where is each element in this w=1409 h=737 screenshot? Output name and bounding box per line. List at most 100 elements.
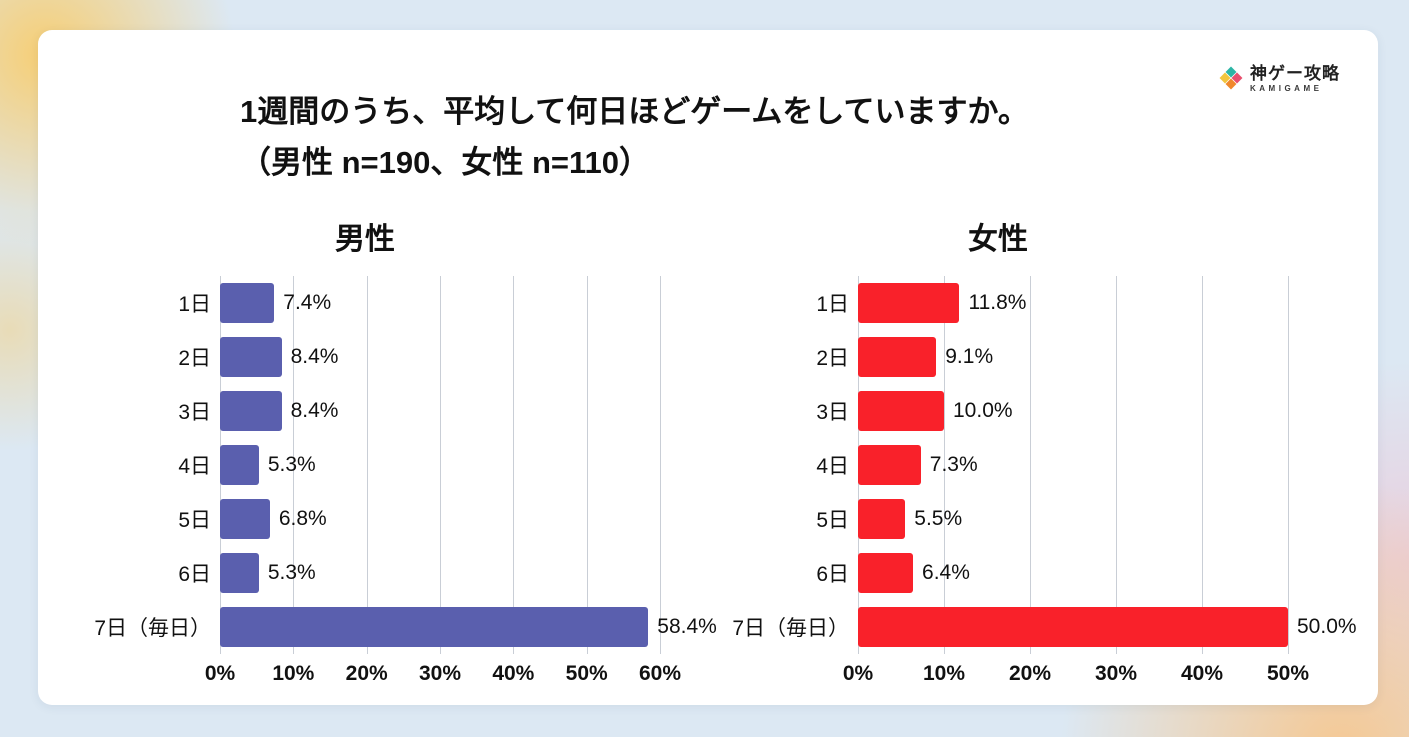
gridline [1030,276,1031,655]
charts-container: 男性 1日 7.4% 2日 8.4% 3日 8.4% 4日 5.3% 5日 6.8% 6日 5.3% 7… [70,214,1357,690]
bar-track: 5.3% [220,438,660,492]
value-label: 7.3% [929,453,978,477]
bar [220,499,270,540]
category-label: 6日 [816,563,849,587]
axis-tick-label: 60% [638,662,682,686]
value-label: 5.3% [267,561,316,585]
value-label: 8.4% [290,399,339,423]
bar-track: 7.4% [220,276,660,330]
gridline [660,276,661,655]
category-label: 5日 [178,509,211,533]
bar-track: 7.3% [858,438,1288,492]
female-chart-plot-area: 1日 11.8% 2日 9.1% 3日 10.0% 4日 7.3% 5日 5.5% 6日 6.4% 7日… [708,276,1357,655]
bar-row: 6日 5.3% [70,546,660,600]
value-label: 6.4% [922,561,970,585]
bar-row: 4日 7.3% [708,438,1288,492]
category-label: 4日 [178,455,211,479]
bar [220,445,259,486]
bar [220,283,275,324]
category-label: 2日 [178,347,211,371]
bar-track: 5.3% [220,546,660,600]
female-chart-x-axis: 0% 10% 20% 30% 40% 50% [843,658,1309,690]
axis-tick-label: 0% [204,662,236,686]
value-label: 58.4% [657,615,717,639]
category-label: 3日 [816,401,849,425]
gridline [366,276,368,655]
bar [220,553,259,594]
bar-row: 2日 9.1% [708,330,1288,384]
logo-title: 神ゲー攻略 [1250,64,1340,83]
value-label: 8.4% [290,345,339,369]
bar-track: 9.1% [858,330,1288,384]
gridline [440,276,441,655]
bar-row: 1日 7.4% [70,276,660,330]
bar [858,553,914,594]
category-label: 1日 [816,293,849,317]
bar-row: 5日 6.8% [70,492,660,546]
value-label: 50.0% [1297,615,1357,639]
chart-card: 神ゲー攻略 KAMIGAME 1週間のうち、平均して何日ほどゲームをしていますか… [38,30,1378,705]
bar-row: 4日 5.3% [70,438,660,492]
category-label: 7日（毎日） [94,617,211,641]
value-label: 5.3% [267,453,316,477]
bar [858,283,960,324]
value-label: 5.5% [914,507,963,531]
value-label: 6.8% [278,507,327,531]
male-chart: 男性 1日 7.4% 2日 8.4% 3日 8.4% 4日 5.3% 5日 6.8% 6日 5.3% 7… [70,214,717,690]
bar-row: 7日（毎日） 50.0% [708,600,1357,654]
category-label: 6日 [178,563,211,587]
gridline [513,276,515,655]
bar [220,607,649,648]
bar [220,391,282,432]
title-line-2: （男性 n=190、女性 n=110） [240,145,651,181]
axis-tick-label: 50% [565,662,608,686]
logo-subtitle: KAMIGAME [1250,83,1323,93]
axis-tick-label: 40% [492,662,535,686]
male-chart-plot-area: 1日 7.4% 2日 8.4% 3日 8.4% 4日 5.3% 5日 6.8% 6日 5.3% 7日（毎… [70,276,717,655]
axis-tick-label: 20% [345,662,388,686]
bar-track: 58.4% [220,600,717,654]
male-chart-title: 男性 [335,223,395,257]
axis-tick-label: 0% [842,662,874,686]
axis-tick-label: 50% [1266,662,1310,686]
bar-track: 6.8% [220,492,660,546]
bar [858,499,906,540]
axis-tick-label: 20% [1008,662,1052,686]
category-label: 5日 [816,509,849,533]
bar-row: 6日 6.4% [708,546,1288,600]
bar-track: 10.0% [858,384,1288,438]
category-label: 1日 [178,293,211,317]
bar [220,337,282,378]
category-label: 4日 [816,455,849,479]
value-label: 9.1% [945,345,994,369]
bar-row: 1日 11.8% [708,276,1288,330]
axis-tick-label: 10% [922,662,966,686]
gridline [1116,276,1117,655]
bar-track: 50.0% [858,600,1357,654]
category-label: 2日 [816,347,849,371]
bar [858,607,1288,648]
kamigame-logo-icon [1219,66,1243,90]
gridline [586,276,588,655]
bar-track: 5.5% [858,492,1288,546]
value-label: 7.4% [283,291,332,315]
male-chart-x-axis: 0% 10% 20% 30% 40% 50% 60% [205,658,681,690]
gridline [293,276,295,655]
value-label: 10.0% [953,399,1013,423]
bar-track: 8.4% [220,384,660,438]
axis-tick-label: 30% [1094,662,1138,686]
title-line-1: 1週間のうち、平均して何日ほどゲームをしていますか。 [240,94,1029,129]
chart-question-title: 1週間のうち、平均して何日ほどゲームをしていますか。 （男性 n=190、女性 … [70,86,1346,188]
category-label: 3日 [178,401,211,425]
axis-tick-label: 30% [418,662,462,686]
female-chart-title: 女性 [968,223,1028,257]
bar [858,445,921,486]
female-chart: 女性 1日 11.8% 2日 9.1% 3日 10.0% 4日 7.3% 5日 5.5% 6日 6.4… [708,214,1357,690]
kamigame-logo: 神ゲー攻略 KAMIGAME [1219,64,1340,93]
bar-row: 3日 8.4% [70,384,660,438]
bar [858,391,944,432]
bar-row: 3日 10.0% [708,384,1288,438]
value-label: 11.8% [968,291,1027,315]
axis-tick-label: 40% [1180,662,1224,686]
axis-tick-label: 10% [272,662,315,686]
